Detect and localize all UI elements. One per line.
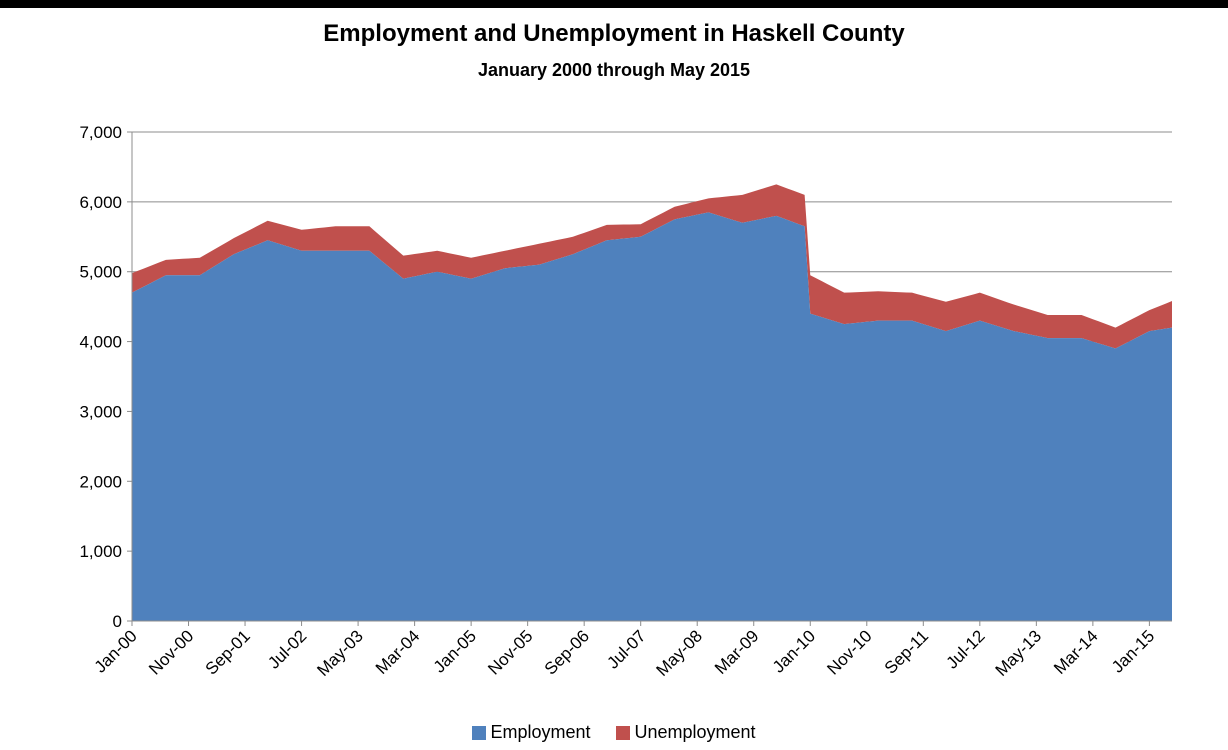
x-tick-label: Jul-07 bbox=[603, 626, 649, 672]
y-tick-label: 7,000 bbox=[79, 123, 122, 142]
x-tick-label: Nov-00 bbox=[145, 626, 197, 678]
legend-swatch-unemployment bbox=[616, 725, 631, 740]
x-tick-label: Mar-04 bbox=[372, 626, 424, 678]
y-tick-label: 5,000 bbox=[79, 263, 122, 282]
x-tick-label: Jan-00 bbox=[91, 626, 141, 676]
y-tick-label: 1,000 bbox=[79, 542, 122, 561]
y-tick-label: 2,000 bbox=[79, 472, 122, 491]
x-tick-label: Sep-11 bbox=[881, 626, 932, 677]
x-tick-label: Jan-15 bbox=[1108, 626, 1158, 676]
x-tick-label: Nov-10 bbox=[823, 626, 875, 678]
y-tick-label: 4,000 bbox=[79, 333, 122, 352]
chart-legend: Employment Unemployment bbox=[0, 722, 1228, 743]
legend-swatch-employment bbox=[472, 725, 487, 740]
series-area-employment bbox=[132, 212, 1172, 621]
legend-item-unemployment: Unemployment bbox=[616, 722, 756, 743]
x-tick-label: Mar-14 bbox=[1050, 626, 1102, 678]
x-tick-label: Jul-12 bbox=[942, 626, 988, 672]
y-tick-label: 6,000 bbox=[79, 193, 122, 212]
legend-item-employment: Employment bbox=[472, 722, 590, 743]
legend-label-unemployment: Unemployment bbox=[634, 722, 756, 742]
x-tick-label: Jul-02 bbox=[264, 626, 310, 672]
x-tick-label: May-13 bbox=[992, 626, 1046, 680]
y-tick-label: 3,000 bbox=[79, 402, 122, 421]
x-tick-label: Sep-01 bbox=[202, 626, 254, 678]
chart-title: Employment and Unemployment in Haskell C… bbox=[323, 20, 905, 47]
series-area-unemployment bbox=[132, 184, 1172, 349]
x-tick-label: Jan-05 bbox=[430, 626, 480, 676]
x-tick-label: Mar-09 bbox=[711, 626, 763, 678]
x-tick-label: Nov-05 bbox=[484, 626, 536, 678]
chart-subtitle: January 2000 through May 2015 bbox=[477, 60, 751, 80]
y-tick-label: 0 bbox=[113, 612, 122, 631]
x-tick-label: May-08 bbox=[653, 626, 707, 680]
x-tick-label: Sep-06 bbox=[541, 626, 593, 678]
top-border bbox=[0, 0, 1228, 8]
x-tick-label: Jan-10 bbox=[769, 626, 819, 676]
x-tick-label: May-03 bbox=[313, 626, 367, 680]
legend-label-employment: Employment bbox=[490, 722, 591, 742]
